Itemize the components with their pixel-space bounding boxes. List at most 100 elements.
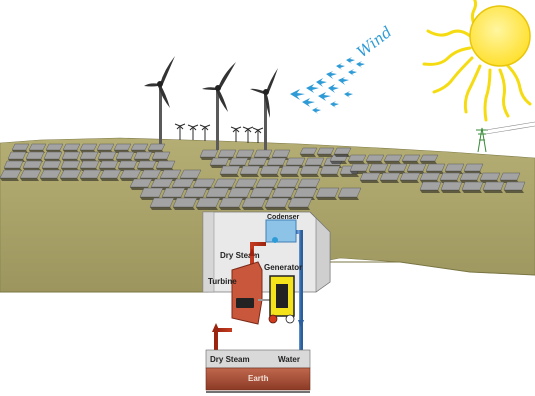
solar-panel-shadow	[288, 207, 310, 210]
solar-panel-shadow	[265, 207, 287, 210]
solar-panel-shadow	[334, 154, 350, 157]
ground-edge	[0, 261, 535, 293]
solar-panel	[271, 149, 291, 158]
solar-panel	[136, 160, 157, 169]
solar-panel-shadow	[196, 207, 218, 210]
solar-panel	[227, 187, 252, 198]
cold-water-pipe	[296, 230, 303, 385]
turbine-unit	[231, 261, 263, 325]
solar-panel	[319, 165, 341, 175]
solar-panel-shadow	[420, 190, 440, 193]
solar-panel	[241, 197, 267, 208]
solar-panel-shadow	[260, 174, 279, 177]
solar-panel-shadow	[402, 161, 419, 164]
solar-panel	[133, 151, 153, 160]
solar-panel	[59, 169, 82, 179]
solar-panel	[183, 187, 208, 198]
solar-panel	[253, 149, 273, 158]
solar-panel	[387, 163, 408, 172]
solar-panel	[383, 154, 403, 162]
solar-panel-shadow	[220, 174, 239, 177]
solar-panel	[3, 160, 24, 169]
solar-panel	[228, 157, 249, 166]
turbine-label: Turbine	[208, 277, 237, 286]
down-arrow-icon	[298, 320, 304, 328]
solar-panel	[45, 143, 64, 151]
solar-panel	[99, 169, 122, 179]
solar-panel	[179, 169, 202, 179]
dry-steam-bottom-label: Dry Steam	[210, 355, 250, 364]
solar-panel	[425, 163, 446, 172]
solar-panel-shadow	[330, 161, 347, 164]
solar-panel	[299, 165, 321, 175]
solar-panel-shadow	[40, 178, 59, 181]
solar-panel	[199, 149, 219, 158]
solar-panel	[139, 169, 162, 179]
solar-panel	[219, 165, 241, 175]
solar-panel-shadow	[60, 178, 79, 181]
solar-panel	[130, 143, 149, 151]
solar-panel	[304, 157, 325, 166]
solar-panel	[266, 157, 287, 166]
solar-panel	[79, 169, 102, 179]
solar-panel-shadow	[242, 207, 264, 210]
solar-panel	[172, 197, 198, 208]
solar-panel	[151, 151, 171, 160]
solar-panel-shadow	[338, 197, 359, 200]
solar-panel	[7, 151, 27, 160]
generator-label: Generator	[264, 263, 302, 272]
solar-panel-shadow	[173, 207, 195, 210]
earth-label: Earth	[248, 374, 269, 383]
solar-panel	[316, 147, 335, 155]
solar-panel	[60, 160, 81, 169]
solar-panel	[43, 151, 63, 160]
solar-panel-shadow	[380, 180, 399, 183]
solar-panel	[479, 172, 501, 181]
solar-panel	[97, 151, 117, 160]
solar-panel	[171, 178, 195, 188]
solar-panel	[271, 187, 296, 198]
solar-panel-shadow	[0, 178, 19, 181]
solar-panel-shadow	[400, 180, 419, 183]
solar-panel	[444, 163, 465, 172]
solar-panel-shadow	[384, 161, 401, 164]
condenser-label: Codenser	[267, 214, 300, 221]
up-arrow-icon	[212, 323, 220, 332]
solar-panel-shadow	[300, 154, 316, 157]
solar-panel	[247, 157, 268, 166]
solar-panel	[333, 147, 352, 155]
sun-icon	[422, 0, 532, 122]
solar-panel	[239, 165, 261, 175]
solar-panel	[155, 160, 176, 169]
solar-panel	[255, 178, 279, 188]
solar-panel	[368, 163, 389, 172]
solar-panel-shadow	[483, 190, 503, 193]
solar-panel	[406, 163, 427, 172]
solar-panel-shadow	[420, 161, 437, 164]
solar-panel	[61, 151, 81, 160]
solar-panel-shadow	[100, 178, 119, 181]
solar-panel	[159, 169, 182, 179]
solar-panel	[347, 154, 367, 162]
solar-panel	[234, 178, 258, 188]
solar-panel	[96, 143, 115, 151]
solar-panel	[459, 172, 481, 181]
solar-panel	[22, 160, 43, 169]
solar-panel-shadow	[316, 197, 337, 200]
solar-panel	[419, 172, 441, 181]
solar-panel	[113, 143, 132, 151]
wind-turbine	[202, 62, 236, 150]
solar-panel-shadow	[150, 207, 172, 210]
underground-reservoir	[205, 349, 311, 393]
solar-panel	[365, 154, 385, 162]
wind-label: Wind	[353, 23, 395, 61]
solar-panel-shadow	[348, 161, 365, 164]
solar-panel-shadow	[219, 207, 241, 210]
solar-panel	[279, 165, 301, 175]
solar-panel	[147, 143, 166, 151]
solar-panel	[461, 181, 484, 191]
solar-panel	[150, 178, 174, 188]
solar-panel	[293, 187, 318, 198]
